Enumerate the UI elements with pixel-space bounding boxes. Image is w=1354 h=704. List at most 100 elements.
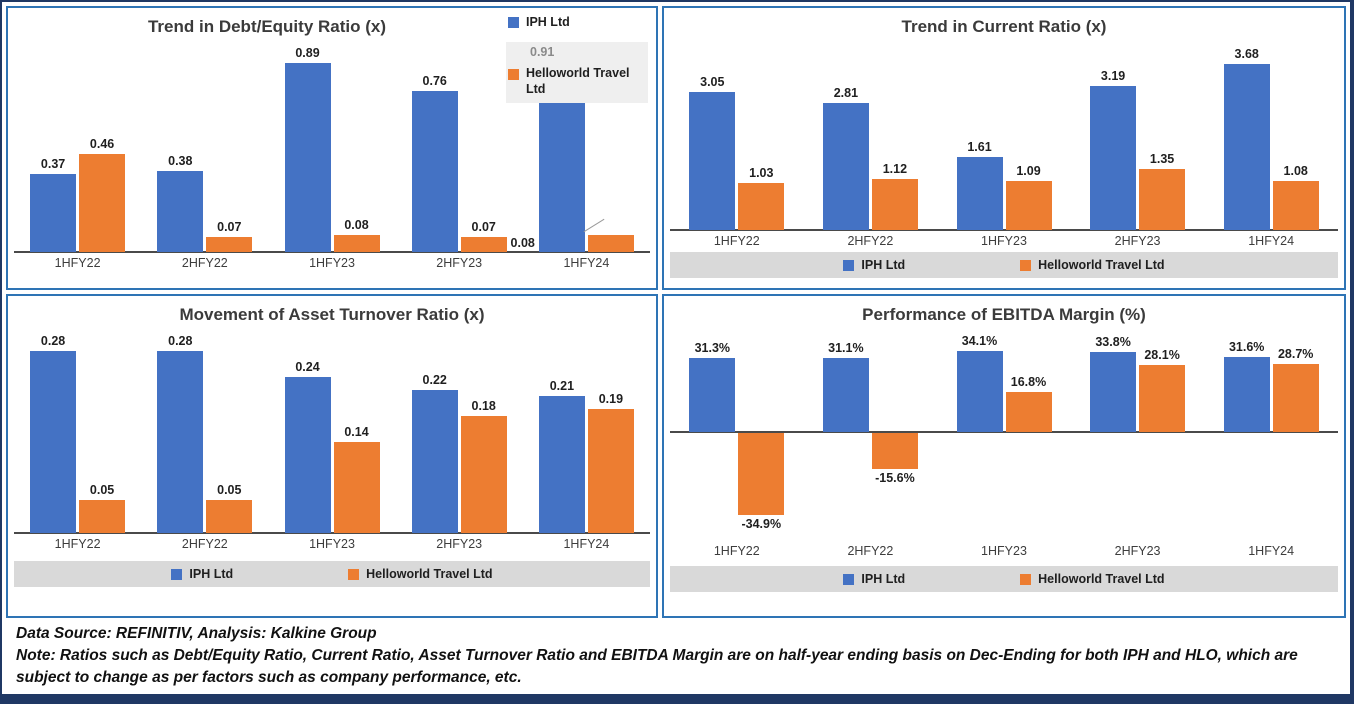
bar-helloworld <box>738 432 785 515</box>
bar-value-label: 31.6% <box>1228 340 1265 355</box>
bar-value-label: 1.03 <box>749 166 774 181</box>
plot-area: 0.37 0.46 0.38 0.07 0.89 0.08 0.76 0.07 0.08 <box>14 40 650 253</box>
bar-helloworld <box>1005 392 1052 432</box>
category-label: 1HFY24 <box>1248 234 1295 248</box>
bar-value-label: 0.37 <box>40 156 66 171</box>
legend-label: Helloworld Travel Ltd <box>526 66 630 96</box>
category-label: 2HFY22 <box>181 537 228 551</box>
category-axis: 1HFY22 2HFY22 1HFY23 2HFY23 1HFY24 <box>670 230 1338 248</box>
bar-helloworld <box>460 237 507 252</box>
bar-helloworld <box>587 235 634 252</box>
category-label: 2HFY23 <box>1114 234 1161 248</box>
helloworld-swatch-icon <box>348 568 360 580</box>
bar-value-label: -34.9% <box>741 516 782 531</box>
legend-item-iph: IPH Ltd <box>506 12 648 32</box>
bar-value-label: 0.46 <box>89 137 115 152</box>
bar-iph <box>411 389 458 533</box>
bar-value-label: 33.8% <box>1095 335 1131 350</box>
bar-value-label: 0.38 <box>168 154 193 169</box>
bar-iph <box>157 350 204 533</box>
category-label: 1HFY23 <box>309 256 355 270</box>
legend-item-helloworld: Helloworld Travel Ltd <box>1020 258 1165 272</box>
legend-label: Helloworld Travel Ltd <box>1038 258 1165 272</box>
iph-swatch-icon <box>843 259 855 271</box>
bar-helloworld <box>333 441 380 533</box>
footer: Data Source: REFINITIV, Analysis: Kalkin… <box>6 618 1346 690</box>
legend-item-iph: IPH Ltd <box>843 572 905 586</box>
category-label: 1HFY22 <box>713 544 760 558</box>
chart-panel-ebitda-margin: Performance of EBITDA Margin (%) 31.3% -3… <box>662 294 1346 618</box>
legend: IPH Ltd Helloworld Travel Ltd <box>670 566 1338 592</box>
legend: IPH Ltd Helloworld Travel Ltd <box>14 561 650 587</box>
bar-value-label: 0.14 <box>344 424 369 439</box>
x-axis-line <box>14 251 650 253</box>
bar-value-label: 0.18 <box>471 398 496 413</box>
bar-iph <box>30 173 77 252</box>
helloworld-swatch-icon <box>1020 573 1032 585</box>
legend: IPH Ltd 0.91 Helloworld Travel Ltd <box>506 12 648 104</box>
chart-panel-current-ratio: Trend in Current Ratio (x) 3.05 1.03 2.81 1… <box>662 6 1346 290</box>
legend-label: Helloworld Travel Ltd <box>1038 572 1165 586</box>
legend-item-iph: IPH Ltd <box>171 567 233 581</box>
chart-title: Movement of Asset Turnover Ratio (x) <box>179 305 485 324</box>
bar-value-label: 0.22 <box>422 372 447 387</box>
bar-value-label: 3.05 <box>700 75 725 90</box>
helloworld-swatch-icon <box>1020 259 1032 271</box>
bar-iph <box>956 157 1003 230</box>
bar-value-label: 0.76 <box>422 73 447 88</box>
bar-helloworld <box>738 183 785 230</box>
category-label: 2HFY23 <box>436 537 483 551</box>
bar-helloworld <box>1005 180 1052 230</box>
category-label: 1HFY23 <box>309 537 355 551</box>
category-label: 1HFY22 <box>54 537 101 551</box>
bar-helloworld <box>460 415 507 533</box>
bar-iph <box>538 396 585 533</box>
legend-item-helloworld: Helloworld Travel Ltd <box>1020 572 1165 586</box>
legend-label: IPH Ltd <box>861 572 906 586</box>
category-label: 2HFY23 <box>1114 544 1161 558</box>
category-label: 1HFY23 <box>981 544 1027 558</box>
bar-iph <box>284 63 331 252</box>
bar-value-label-overlapped: 0.91 <box>506 42 648 62</box>
bar-iph <box>1223 357 1270 432</box>
legend-item-iph: IPH Ltd <box>843 258 905 272</box>
bar-value-label: 31.3% <box>694 340 731 355</box>
bar-helloworld <box>1139 168 1186 230</box>
bar-value-label: 28.7% <box>1277 347 1314 362</box>
category-label: 2HFY22 <box>181 256 228 270</box>
bar-helloworld <box>871 432 918 470</box>
iph-swatch-icon <box>508 16 519 28</box>
legend-item-helloworld: Helloworld Travel Ltd <box>348 567 493 581</box>
bar-value-label: 0.21 <box>549 379 575 394</box>
bar-iph <box>1090 352 1137 432</box>
bar-value-label: 16.8% <box>1010 375 1047 390</box>
category-axis: 1HFY22 2HFY22 1HFY23 2HFY23 1HFY24 <box>14 533 650 551</box>
bar-value-label: 0.24 <box>295 359 320 374</box>
bar-value-label: 0.08 <box>510 236 535 250</box>
bar-iph <box>822 358 869 432</box>
bar-iph <box>284 376 331 533</box>
legend-label: Helloworld Travel Ltd <box>366 567 493 581</box>
iph-swatch-icon <box>171 568 183 580</box>
bar-value-label: 0.05 <box>89 483 115 498</box>
bar-value-label: 0.08 <box>344 218 369 233</box>
x-axis-line <box>670 229 1338 231</box>
category-label: 1HFY22 <box>713 234 760 248</box>
chart-panel-asset-turnover-ratio: Movement of Asset Turnover Ratio (x) 0.2… <box>6 294 658 618</box>
bar-value-label: 1.08 <box>1283 164 1308 179</box>
bar-iph <box>689 92 736 230</box>
bar-value-label: 1.61 <box>967 140 992 155</box>
category-label: 1HFY24 <box>563 537 610 551</box>
bar-iph <box>956 351 1003 432</box>
bar-helloworld <box>1272 364 1319 432</box>
bar-value-label: 1.09 <box>1016 163 1041 178</box>
iph-swatch-icon <box>843 573 855 585</box>
category-label: 1HFY24 <box>1248 544 1295 558</box>
chart-title: Performance of EBITDA Margin (%) <box>862 305 1146 324</box>
leader-line <box>583 218 605 233</box>
bar-iph <box>1090 85 1137 230</box>
category-label: 1HFY23 <box>981 234 1027 248</box>
legend-label: IPH Ltd <box>189 567 234 581</box>
bar-iph <box>822 102 869 230</box>
